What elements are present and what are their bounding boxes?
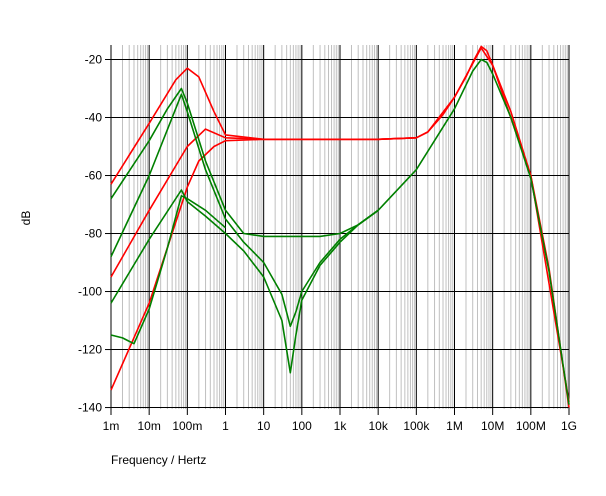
x-tick-label: 100M — [516, 419, 546, 433]
y-tick-label: -60 — [85, 169, 103, 183]
red-series-group — [110, 45, 570, 408]
y-tick-label: -100 — [78, 285, 102, 299]
x-tick-label: 100k — [403, 419, 430, 433]
x-tick-label: 1M — [446, 419, 463, 433]
y-tick-label: -20 — [85, 53, 103, 67]
x-tick-label: 10k — [368, 419, 388, 433]
x-axis-title: Frequency / Hertz — [111, 453, 206, 467]
major-gridlines — [110, 45, 570, 409]
y-tick-label: -40 — [85, 111, 103, 125]
x-tick-label: 10M — [481, 419, 504, 433]
y-tick-label: -140 — [78, 401, 102, 415]
series-line — [110, 189, 379, 374]
y-tick-labels: -20 -40 -60 -80 -100 -120 -140 — [78, 53, 102, 415]
x-tick-labels: 1m 10m 100m 1 10 100 1k 10k 100k 1M 10M 100M 1G — [103, 419, 577, 433]
x-tick-label: 10 — [257, 419, 271, 433]
series-line — [110, 93, 379, 328]
series-line — [110, 195, 227, 345]
x-tick-label: 100 — [292, 419, 312, 433]
y-axis-title: dB — [19, 211, 33, 226]
x-tick-label: 1k — [334, 419, 348, 433]
x-tick-label: 100m — [172, 419, 202, 433]
x-tick-label: 1 — [222, 419, 229, 433]
x-tick-label: 1G — [561, 419, 577, 433]
y-tick-label: -80 — [85, 227, 103, 241]
series-line — [110, 137, 417, 391]
y-tick-label: -120 — [78, 343, 102, 357]
x-tick-label: 10m — [137, 419, 160, 433]
tick-marks — [105, 59, 570, 415]
green-series-group — [110, 58, 570, 405]
series-line — [110, 58, 570, 405]
x-tick-label: 1m — [103, 419, 120, 433]
